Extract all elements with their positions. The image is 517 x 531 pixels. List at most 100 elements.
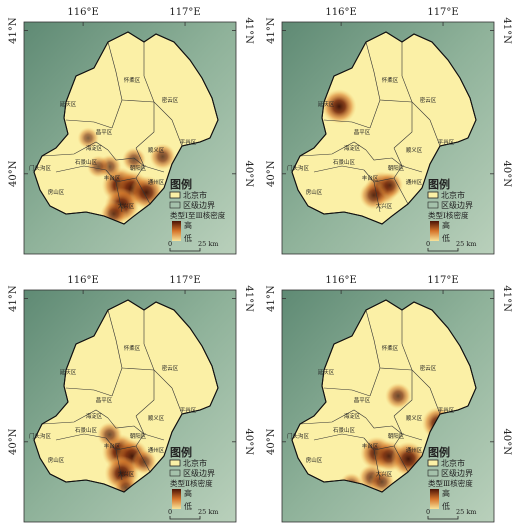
district-label-huairou: 怀柔区: [124, 344, 141, 352]
scale-distance: 25 km: [198, 240, 218, 248]
district-label-fengtai: 丰台区: [362, 174, 379, 182]
map-panel-all-types: 延庆区 怀柔区 密云区 昌平区 顺义区 平谷区 门头沟区 海淀区 朝阳区 石景山区 丰台区 通州区 大兴…: [4, 2, 256, 262]
district-label-changping: 昌平区: [354, 397, 371, 404]
district-label-fangshan: 房山区: [306, 188, 323, 196]
density-hotspot: [113, 475, 138, 492]
scale-zero: 0: [426, 240, 430, 248]
latitude-label-41-right: 41°N: [501, 285, 512, 312]
legend-title: 图例: [170, 445, 192, 459]
district-label-yanqing: 延庆区: [318, 100, 335, 108]
district-label-yanqing: 延庆区: [60, 368, 77, 376]
scale-zero: 0: [168, 508, 172, 516]
district-boundaries: [41, 309, 183, 481]
density-hotspot: [384, 382, 412, 410]
district-label-fengtai: 丰台区: [104, 442, 121, 450]
map-panel-type-1: 延庆区 怀柔区 密云区 昌平区 顺义区 平谷区 门头沟区 海淀区 朝阳区 石景山区 丰台区 通州区 大兴…: [262, 2, 514, 262]
latitude-label-40-right: 40°N: [501, 161, 512, 188]
scale-distance: 25 km: [456, 508, 476, 516]
legend-density-label: 类型Ⅰ至Ⅲ核密度: [170, 210, 226, 220]
district-label-daxing: 大兴区: [118, 202, 135, 210]
district-label-changping: 昌平区: [354, 129, 371, 136]
district-label-fangshan: 房山区: [48, 456, 65, 464]
district-boundaries: [299, 309, 441, 481]
district-label-chaoyang: 朝阳区: [388, 164, 405, 172]
district-label-mentougou: 门头沟区: [29, 164, 52, 172]
legend-city: 北京市: [441, 458, 465, 468]
latitude-label-41-left: 41°N: [266, 285, 277, 312]
legend-district: 区级边界: [183, 200, 215, 210]
district-label-pinggu: 平谷区: [438, 138, 455, 146]
map-panel-type-3: 延庆区 怀柔区 密云区 昌平区 顺义区 平谷区 门头沟区 海淀区 朝阳区 石景山区 丰台区 通州区 大兴…: [262, 270, 514, 530]
density-hotspot: [321, 89, 357, 124]
district-label-huairou: 怀柔区: [382, 344, 399, 352]
district-label-huairou: 怀柔区: [382, 76, 399, 84]
district-label-fangshan: 房山区: [306, 456, 323, 464]
legend-title: 图例: [428, 177, 450, 191]
district-label-miyun: 密云区: [420, 364, 437, 372]
latitude-label-41-right: 41°N: [243, 285, 254, 312]
legend-density-label: 类型Ⅰ核密度: [428, 210, 469, 220]
district-label-yanqing: 延庆区: [60, 100, 77, 108]
map-panel-type-2: 延庆区 怀柔区 密云区 昌平区 顺义区 平谷区 门头沟区 海淀区 朝阳区 石景山区 丰台区 通州区 大兴…: [4, 270, 256, 530]
legend-density-label: 类型Ⅱ核密度: [170, 478, 213, 488]
legend-density-label: 类型Ⅲ核密度: [428, 478, 473, 488]
legend-district: 区级边界: [441, 468, 473, 478]
district-label-mentougou: 门头沟区: [29, 432, 52, 440]
district-label-shijingshan: 石景山区: [75, 158, 98, 166]
district-label-tongzhou: 通州区: [406, 178, 423, 186]
scale-distance: 25 km: [456, 240, 476, 248]
legend-title: 图例: [428, 445, 450, 459]
legend-high: 高: [442, 220, 450, 230]
density-hotspot: [122, 147, 147, 172]
district-label-yanqing: 延庆区: [318, 368, 335, 376]
legend-high: 高: [442, 488, 450, 498]
district-label-shijingshan: 石景山区: [333, 426, 356, 434]
district-label-haidian: 海淀区: [86, 144, 103, 152]
district-label-fangshan: 房山区: [48, 188, 65, 196]
legend-city: 北京市: [183, 458, 207, 468]
legend-low: 低: [442, 233, 450, 243]
scale-zero: 0: [426, 508, 430, 516]
district-label-daxing: 大兴区: [376, 202, 393, 210]
district-label-miyun: 密云区: [420, 96, 437, 104]
district-label-shijingshan: 石景山区: [333, 158, 356, 166]
legend-title: 图例: [170, 177, 192, 191]
legend-high: 高: [184, 488, 192, 498]
district-label-haidian: 海淀区: [86, 412, 103, 420]
latitude-label-40-left: 40°N: [266, 428, 277, 455]
legend-district: 区级边界: [441, 200, 473, 210]
district-label-shijingshan: 石景山区: [75, 426, 98, 434]
longitude-label-116: 116°E: [325, 7, 356, 18]
district-label-daxing: 大兴区: [118, 470, 135, 478]
district-label-mentougou: 门头沟区: [287, 432, 310, 440]
legend-low: 低: [442, 501, 450, 511]
latitude-label-41-right: 41°N: [501, 17, 512, 44]
latitude-label-41-left: 41°N: [266, 17, 277, 44]
district-label-shunyi: 顺义区: [148, 415, 165, 422]
district-label-shunyi: 顺义区: [148, 147, 165, 154]
district-label-chaoyang: 朝阳区: [388, 432, 405, 440]
district-label-miyun: 密云区: [162, 364, 179, 372]
district-label-haidian: 海淀区: [344, 144, 361, 152]
scale-bar: 0 25 km: [168, 508, 218, 520]
scale-bar: 0 25 km: [168, 240, 218, 252]
density-hotspot: [149, 143, 176, 170]
legend-district: 区级边界: [183, 468, 215, 478]
longitude-label-116: 116°E: [67, 7, 98, 18]
longitude-label-117: 117°E: [427, 275, 458, 286]
density-hotspot: [97, 422, 123, 448]
latitude-label-40-left: 40°N: [8, 160, 19, 187]
district-label-daxing: 大兴区: [376, 470, 393, 478]
district-label-mentougou: 门头沟区: [287, 164, 310, 172]
district-label-pinggu: 平谷区: [180, 406, 197, 414]
district-label-fengtai: 丰台区: [362, 442, 379, 450]
district-label-chaoyang: 朝阳区: [130, 164, 147, 172]
district-label-tongzhou: 通州区: [406, 446, 423, 454]
legend-high: 高: [184, 220, 192, 230]
latitude-label-40-right: 40°N: [501, 429, 512, 456]
district-label-chaoyang: 朝阳区: [130, 432, 147, 440]
district-label-shunyi: 顺义区: [406, 415, 423, 422]
district-boundaries: [41, 41, 183, 213]
